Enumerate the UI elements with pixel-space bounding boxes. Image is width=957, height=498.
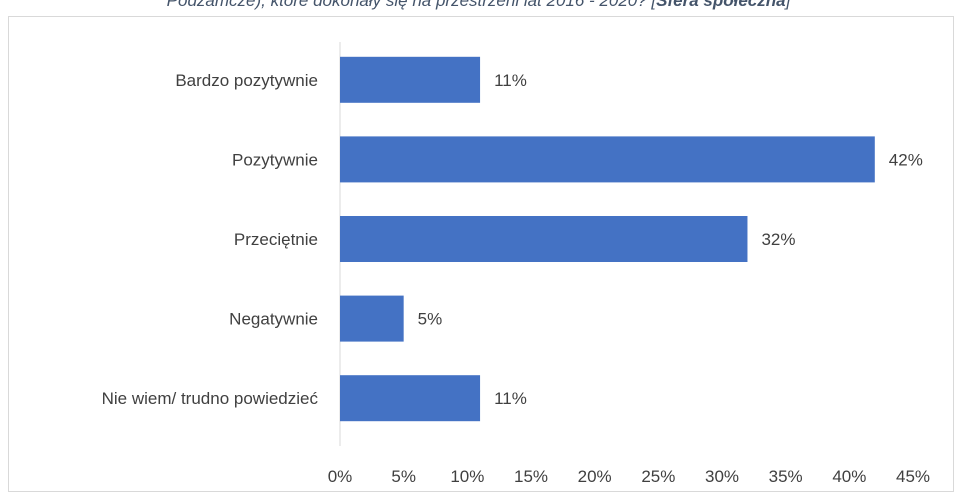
chart-title: Podzamcze), które dokonały się na przest… [0, 0, 957, 11]
x-tick-label-4: 15% [514, 467, 548, 486]
x-tick-label-8: 35% [769, 467, 803, 486]
x-tick-label-2: 5% [391, 467, 416, 486]
x-tick-label-10: 45% [896, 467, 930, 486]
x-tick-label-3: 10% [450, 467, 484, 486]
chart-area-border [8, 16, 954, 492]
bar-1 [340, 56, 481, 103]
x-tick-label-1: 0% [328, 467, 353, 486]
x-tick-label-6: 25% [641, 467, 675, 486]
category-label-5: Nie wiem/ trudno powiedzieć [102, 389, 319, 408]
data-label-5: 11% [494, 389, 527, 408]
bar-4 [340, 295, 404, 342]
data-label-4: 5% [418, 310, 443, 329]
bar-5 [340, 375, 481, 422]
bar-3 [340, 216, 748, 262]
x-tick-label-9: 40% [832, 467, 866, 486]
chart-title-text: Podzamcze), które dokonały się na przest… [166, 0, 657, 10]
data-label-3: 32% [761, 230, 795, 249]
category-label-4: Negatywnie [229, 310, 318, 329]
data-label-2: 42% [889, 150, 923, 169]
x-tick-label-5: 20% [578, 467, 612, 486]
category-label-1: Bardzo pozytywnie [175, 71, 318, 90]
x-tick-label-7: 30% [705, 467, 739, 486]
chart-title-bold: Sfera społeczna [656, 0, 786, 10]
category-label-3: Przeciętnie [234, 230, 318, 249]
data-label-1: 11% [494, 71, 527, 90]
bar-2 [340, 136, 875, 183]
chart-title-end: ] [785, 0, 791, 10]
category-label-2: Pozytywnie [232, 150, 318, 169]
